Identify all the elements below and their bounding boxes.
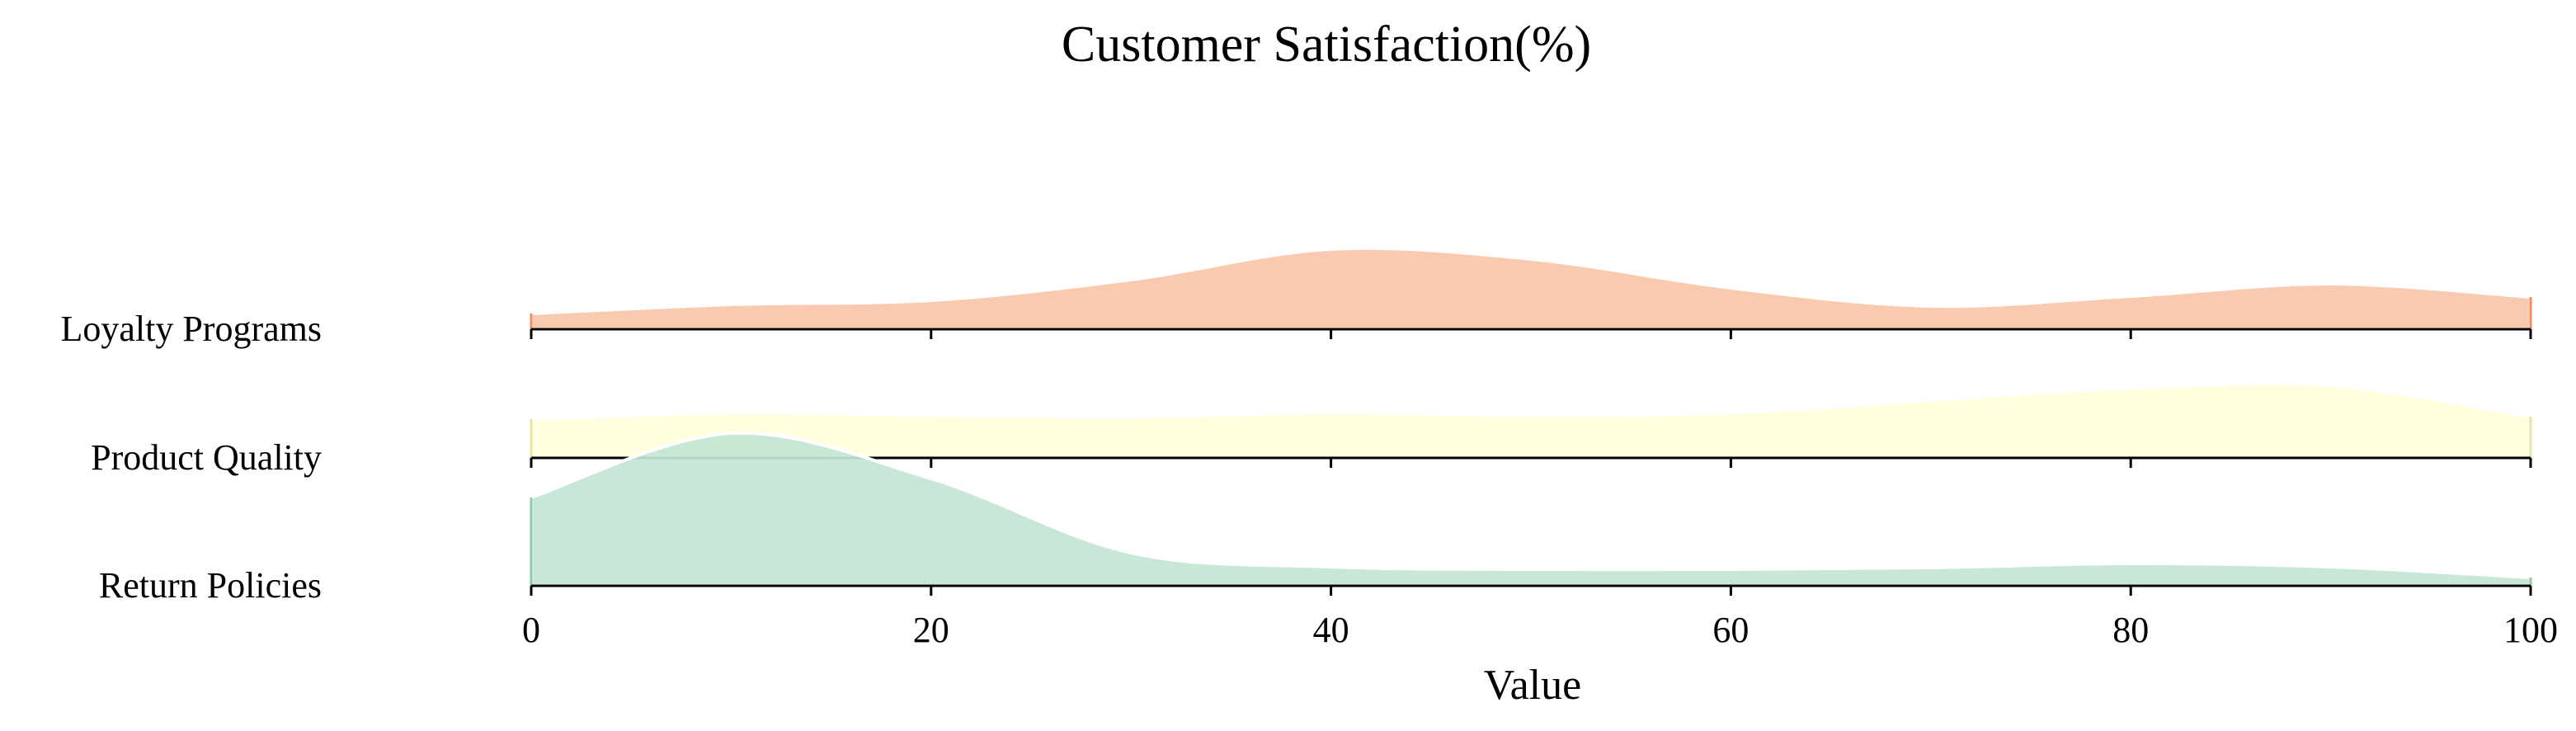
x-tick-label: 20	[913, 610, 949, 650]
series-label: Return Policies	[99, 565, 322, 606]
x-tick-label: 40	[1313, 610, 1349, 650]
ridge-area	[530, 381, 2532, 460]
x-tick-label: 60	[1712, 610, 1749, 650]
series-label: Product Quality	[91, 437, 322, 478]
x-tick-label: 80	[2112, 610, 2149, 650]
series-label: Loyalty Programs	[60, 309, 322, 349]
x-tick-label: 100	[2503, 610, 2558, 650]
x-tick-label: 0	[522, 610, 540, 650]
row-labels-group: Loyalty Programs Product Quality Return Po…	[60, 309, 322, 606]
x-ticks-group: 0 20 40 60 80 100	[522, 610, 2558, 650]
ridges-group	[530, 246, 2532, 596]
x-axis-label: Value	[1484, 662, 1581, 709]
chart-title: Customer Satisfaction(%)	[1062, 17, 1591, 73]
ridge-area	[530, 246, 2532, 331]
ridge-area	[530, 431, 2532, 587]
